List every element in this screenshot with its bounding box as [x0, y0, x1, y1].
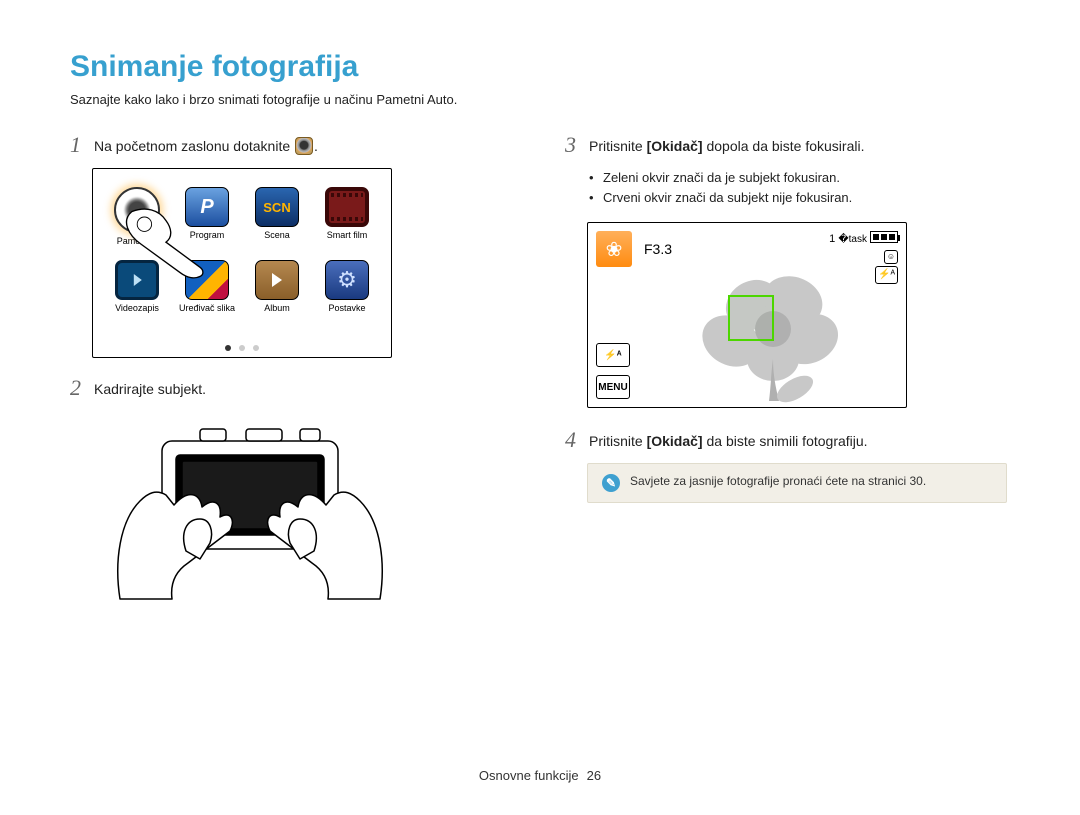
- pametni-label: Pametni...: [107, 236, 167, 246]
- uredivac-icon: [185, 260, 229, 300]
- tip-box: ✎ Savjete za jasnije fotografije pronaći…: [587, 463, 1007, 503]
- step-1-text: Na početnom zaslonu dotaknite .: [94, 135, 318, 156]
- home-item-video[interactable]: Videozapis: [107, 260, 167, 313]
- step-number: 3: [565, 135, 589, 155]
- camera-preview-frame: F3.3 1 �task ☺ ⚡ᴬ ⚡: [587, 222, 907, 408]
- album-label: Album: [247, 303, 307, 313]
- home-screen-frame: Pametni... Program Scena Smart film Vide…: [92, 168, 392, 358]
- step-3: 3 Pritisnite [Okidač] dopola da biste fo…: [565, 135, 1010, 156]
- macro-mode-icon: [596, 231, 632, 267]
- smartfilm-icon: [325, 187, 369, 227]
- step-2-text: Kadrirajte subjekt.: [94, 378, 206, 399]
- home-item-album[interactable]: Album: [247, 260, 307, 313]
- bullet-green: Zeleni okvir znači da je subjekt fokusir…: [589, 168, 1010, 188]
- page-dots: [225, 345, 259, 351]
- battery-icon: [870, 231, 898, 243]
- page-footer: Osnovne funkcije26: [0, 768, 1080, 783]
- aperture-value: F3.3: [644, 241, 672, 257]
- scena-icon: [255, 187, 299, 227]
- program-label: Program: [177, 230, 237, 240]
- home-item-smartfilm[interactable]: Smart film: [317, 187, 377, 246]
- home-item-scena[interactable]: Scena: [247, 187, 307, 246]
- face-detect-icon: ☺: [884, 250, 898, 264]
- flash-auto-icon: ⚡ᴬ: [875, 266, 898, 284]
- step-1: 1 Na početnom zaslonu dotaknite .: [70, 135, 515, 156]
- hands-camera-illustration: [100, 411, 400, 601]
- scena-label: Scena: [247, 230, 307, 240]
- step-number: 4: [565, 430, 589, 450]
- home-item-uredivac[interactable]: Uređivač slika: [177, 260, 237, 313]
- tip-text: Savjete za jasnije fotografije pronaći ć…: [630, 474, 926, 488]
- home-item-postavke[interactable]: Postavke: [317, 260, 377, 313]
- bullet-red: Crveni okvir znači da subjekt nije fokus…: [589, 188, 1010, 208]
- postavke-label: Postavke: [317, 303, 377, 313]
- video-label: Videozapis: [107, 303, 167, 313]
- pametni-icon: [114, 187, 160, 233]
- home-item-pametni[interactable]: Pametni...: [107, 187, 167, 246]
- smartfilm-label: Smart film: [317, 230, 377, 240]
- video-icon: [115, 260, 159, 300]
- smart-auto-icon: [295, 137, 313, 155]
- step-3-text: Pritisnite [Okidač] dopola da biste foku…: [589, 135, 864, 156]
- uredivac-label: Uređivač slika: [177, 303, 237, 313]
- step-2: 2 Kadrirajte subjekt.: [70, 378, 515, 399]
- step-3-bullets: Zeleni okvir znači da je subjekt fokusir…: [589, 168, 1010, 208]
- step-4-text: Pritisnite [Okidač] da biste snimili fot…: [589, 430, 868, 451]
- page-subtitle: Saznajte kako lako i brzo snimati fotogr…: [70, 92, 1010, 107]
- album-icon: [255, 260, 299, 300]
- info-icon: ✎: [602, 474, 620, 492]
- menu-button[interactable]: MENU: [596, 375, 630, 399]
- home-item-program[interactable]: Program: [177, 187, 237, 246]
- flash-button[interactable]: ⚡ᴬ: [596, 343, 630, 367]
- step-4: 4 Pritisnite [Okidač] da biste snimili f…: [565, 430, 1010, 451]
- program-icon: [185, 187, 229, 227]
- step-number: 2: [70, 378, 94, 398]
- postavke-icon: [325, 260, 369, 300]
- step-number: 1: [70, 135, 94, 155]
- page-title: Snimanje fotografija: [70, 50, 1010, 84]
- focus-rectangle: [728, 295, 774, 341]
